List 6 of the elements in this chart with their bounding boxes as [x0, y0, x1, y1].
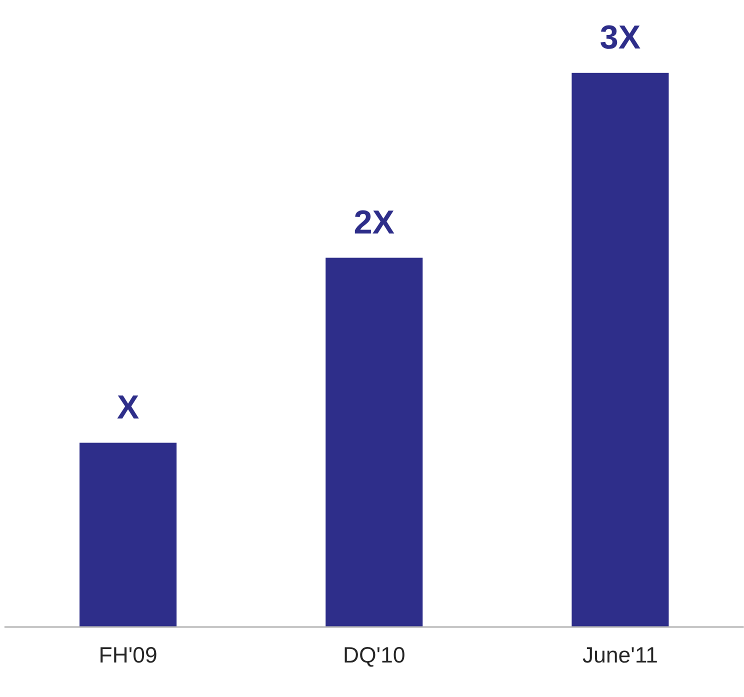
data-label: 3X	[600, 25, 640, 49]
x-tick-label: DQ'10	[344, 647, 404, 667]
x-tick-label: FH'09	[100, 647, 156, 663]
data-label: X	[117, 396, 139, 418]
data-label: 2X	[354, 210, 394, 234]
x-tick-label: June'11	[582, 647, 657, 663]
